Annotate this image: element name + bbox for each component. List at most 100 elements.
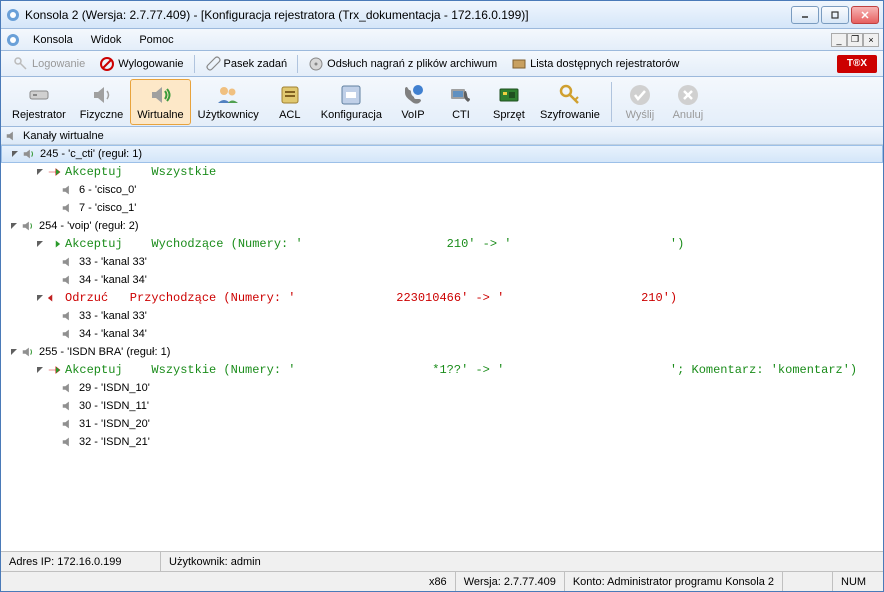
voip-icon [401,83,425,107]
channel-label: 6 - 'cisco_0' [79,184,136,196]
speaker-green-icon [148,83,172,107]
tab-cti[interactable]: CTI [437,79,485,125]
tab-acl[interactable]: ACL [266,79,314,125]
tree-channel[interactable]: 7 - 'cisco_1' [1,199,883,217]
speaker-icon [61,255,75,269]
tab-sprzet[interactable]: Sprzęt [485,79,533,125]
window-buttons [791,6,879,24]
rule-text: Akceptuj Wszystkie [65,165,216,179]
cancel-button[interactable]: Anuluj [664,79,712,125]
speaker-icon [5,129,19,143]
tab-uzytkownicy[interactable]: Użytkownicy [191,79,266,125]
titlebar: Konsola 2 (Wersja: 2.7.77.409) - [Konfig… [1,1,883,29]
rule-text: Odrzuć Przychodzące (Numery: ' 223010466… [65,291,677,305]
prohibit-icon [99,56,115,72]
status-spacer2 [783,572,833,591]
arrow-green-icon [47,165,61,179]
brand-logo: T®X [837,55,877,73]
menu-pomoc[interactable]: Pomoc [131,32,181,48]
status-numlock: NUM [833,572,883,591]
channel-label: 7 - 'cisco_1' [79,202,136,214]
tab-fizyczne[interactable]: Fizyczne [73,79,130,125]
expander-icon[interactable] [35,293,45,303]
status-user: Użytkownik: admin [161,552,883,571]
toolbar-tabs: Rejestrator Fizyczne Wirtualne Użytkowni… [1,77,883,127]
tab-konfiguracja[interactable]: Konfiguracja [314,79,389,125]
app-menu-icon [5,32,21,48]
channel-label: 31 - 'ISDN_20' [79,418,150,430]
separator [297,55,298,73]
playback-button[interactable]: Odsłuch nagrań z plików archiwum [302,54,503,74]
tree-group[interactable]: 255 - 'ISDN BRA' (reguł: 1) [1,343,883,361]
tree-rule[interactable]: Akceptuj Wszystkie [1,163,883,181]
speaker-icon [61,201,75,215]
list-label: Lista dostępnych rejestratorów [530,58,679,70]
mdi-close[interactable]: × [863,33,879,47]
speaker-icon [61,399,75,413]
send-button[interactable]: Wyślij [616,79,664,125]
tab-label: Rejestrator [12,109,66,121]
speaker-icon [90,83,114,107]
tab-szyfrowanie[interactable]: Szyfrowanie [533,79,607,125]
login-button[interactable]: Logowanie [7,54,91,74]
speaker-icon [61,273,75,287]
tree-channel[interactable]: 34 - 'kanal 34' [1,325,883,343]
toolbar-actions: Logowanie Wylogowanie Pasek zadań Odsłuc… [1,51,883,77]
key-icon [13,56,29,72]
tab-voip[interactable]: VoIP [389,79,437,125]
window-title: Konsola 2 (Wersja: 2.7.77.409) - [Konfig… [25,8,529,22]
speaker-icon [61,417,75,431]
list-button[interactable]: Lista dostępnych rejestratorów [505,54,685,74]
tree-channel[interactable]: 6 - 'cisco_0' [1,181,883,199]
speaker-icon [21,219,35,233]
group-label: 245 - 'c_cti' (reguł: 1) [40,148,142,160]
expander-icon[interactable] [35,167,45,177]
tree-channel[interactable]: 32 - 'ISDN_21' [1,433,883,451]
tab-rejestrator[interactable]: Rejestrator [5,79,73,125]
tree-header: Kanały wirtualne [1,127,883,145]
status-spacer [1,572,421,591]
maximize-button[interactable] [821,6,849,24]
speaker-icon [61,309,75,323]
close-button[interactable] [851,6,879,24]
logout-label: Wylogowanie [118,58,183,70]
expander-icon[interactable] [9,347,19,357]
cti-icon [449,83,473,107]
menubar: Konsola Widok Pomoc _ ❐ × [1,29,883,51]
separator [611,82,612,122]
expander-icon[interactable] [9,221,19,231]
menu-konsola[interactable]: Konsola [25,32,81,48]
tree-channel[interactable]: 29 - 'ISDN_10' [1,379,883,397]
tab-label: Konfiguracja [321,109,382,121]
mdi-minimize[interactable]: _ [831,33,847,47]
channel-label: 34 - 'kanal 34' [79,328,147,340]
tree-channel[interactable]: 33 - 'kanal 33' [1,253,883,271]
channel-label: 33 - 'kanal 33' [79,310,147,322]
taskbar-button[interactable]: Pasek zadań [199,54,294,74]
send-label: Wyślij [626,109,655,121]
expander-icon[interactable] [10,149,20,159]
login-label: Logowanie [32,58,85,70]
tab-label: CTI [452,109,470,121]
tree: 245 - 'c_cti' (reguł: 1) Akceptuj Wszyst… [1,145,883,451]
tree-rule[interactable]: Akceptuj Wychodzące (Numery: ' 210' -> '… [1,235,883,253]
tree-group[interactable]: 254 - 'voip' (reguł: 2) [1,217,883,235]
minimize-button[interactable] [791,6,819,24]
mdi-restore[interactable]: ❐ [847,33,863,47]
tree-rule[interactable]: Akceptuj Wszystkie (Numery: ' *1??' -> '… [1,361,883,379]
tab-label: Wirtualne [137,109,183,121]
speaker-icon [61,381,75,395]
tree-group[interactable]: 245 - 'c_cti' (reguł: 1) [1,145,883,163]
expander-icon[interactable] [35,365,45,375]
menu-widok[interactable]: Widok [83,32,130,48]
tree-channel[interactable]: 31 - 'ISDN_20' [1,415,883,433]
tree-channel[interactable]: 33 - 'kanal 33' [1,307,883,325]
logout-button[interactable]: Wylogowanie [93,54,189,74]
expander-icon[interactable] [35,239,45,249]
tree-channel[interactable]: 30 - 'ISDN_11' [1,397,883,415]
tree-rule[interactable]: Odrzuć Przychodzące (Numery: ' 223010466… [1,289,883,307]
app-icon [5,7,21,23]
tab-wirtualne[interactable]: Wirtualne [130,79,190,125]
device-icon [27,83,51,107]
tree-channel[interactable]: 34 - 'kanal 34' [1,271,883,289]
